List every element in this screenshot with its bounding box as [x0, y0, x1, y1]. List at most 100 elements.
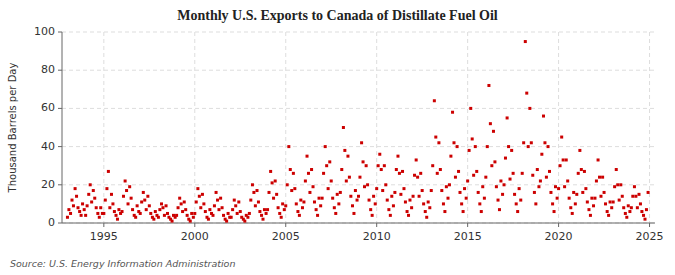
point: [193, 212, 196, 215]
point: [383, 164, 386, 167]
point: [202, 202, 205, 205]
point: [402, 187, 405, 190]
point: [580, 168, 583, 171]
point: [577, 172, 580, 175]
point: [513, 193, 516, 196]
point: [280, 216, 283, 219]
y-tick: [58, 70, 62, 71]
y-axis-label: Thousand Barrels per Day: [7, 63, 18, 194]
point: [412, 195, 415, 198]
point: [416, 176, 419, 179]
point: [160, 202, 163, 205]
point: [380, 168, 383, 171]
point: [381, 189, 384, 192]
point: [386, 199, 389, 202]
x-tick-label: 2025: [636, 230, 664, 243]
point: [563, 185, 566, 188]
y-tick: [58, 108, 62, 109]
point: [337, 202, 340, 205]
point: [328, 160, 331, 163]
y-tick-label: 20: [41, 178, 55, 191]
point: [553, 210, 556, 213]
point: [518, 187, 521, 190]
point: [512, 172, 515, 175]
point: [542, 115, 545, 118]
point: [110, 193, 113, 196]
point: [316, 214, 319, 217]
point: [310, 168, 313, 171]
point: [95, 206, 98, 209]
point: [625, 216, 628, 219]
y-tick: [58, 146, 62, 147]
point: [358, 176, 361, 179]
point: [184, 208, 187, 211]
point: [536, 168, 539, 171]
point: [428, 206, 431, 209]
point: [318, 197, 321, 200]
point: [230, 216, 233, 219]
point: [439, 168, 442, 171]
point: [301, 206, 304, 209]
point: [483, 197, 486, 200]
point: [404, 200, 407, 203]
point: [289, 168, 292, 171]
point: [139, 212, 142, 215]
point: [283, 208, 286, 211]
y-tick-label: 80: [41, 63, 55, 76]
point: [246, 216, 249, 219]
point: [556, 197, 559, 200]
point: [108, 206, 111, 209]
point: [271, 181, 274, 184]
point: [640, 210, 643, 213]
point: [71, 199, 74, 202]
point: [237, 200, 240, 203]
y-grid-line: [62, 70, 655, 71]
point: [122, 195, 125, 198]
point: [434, 136, 437, 139]
point: [266, 208, 269, 211]
point: [593, 197, 596, 200]
point: [540, 153, 543, 156]
point: [257, 200, 260, 203]
point: [75, 195, 78, 198]
point: [265, 212, 268, 215]
point: [77, 206, 80, 209]
x-grid-line: [649, 32, 650, 223]
point: [616, 183, 619, 186]
point: [375, 187, 378, 190]
point: [495, 185, 498, 188]
point: [278, 212, 281, 215]
point: [130, 197, 133, 200]
point: [254, 204, 257, 207]
point: [369, 208, 372, 211]
point: [166, 212, 169, 215]
point: [454, 176, 457, 179]
point: [192, 216, 195, 219]
point: [395, 168, 398, 171]
point: [113, 210, 116, 213]
point: [533, 191, 536, 194]
point: [211, 214, 214, 217]
point: [531, 174, 534, 177]
point: [389, 214, 392, 217]
point: [489, 122, 492, 125]
point: [102, 212, 105, 215]
point: [365, 164, 368, 167]
point: [342, 126, 345, 129]
point: [72, 204, 75, 207]
point: [312, 185, 315, 188]
point: [67, 208, 70, 211]
point: [221, 206, 224, 209]
point: [408, 199, 411, 202]
point: [590, 197, 593, 200]
point: [609, 200, 612, 203]
point: [399, 193, 402, 196]
point: [587, 208, 590, 211]
point: [578, 149, 581, 152]
point: [425, 216, 428, 219]
point: [216, 199, 219, 202]
point: [456, 145, 459, 148]
point: [111, 202, 114, 205]
point: [199, 206, 202, 209]
point: [222, 214, 225, 217]
